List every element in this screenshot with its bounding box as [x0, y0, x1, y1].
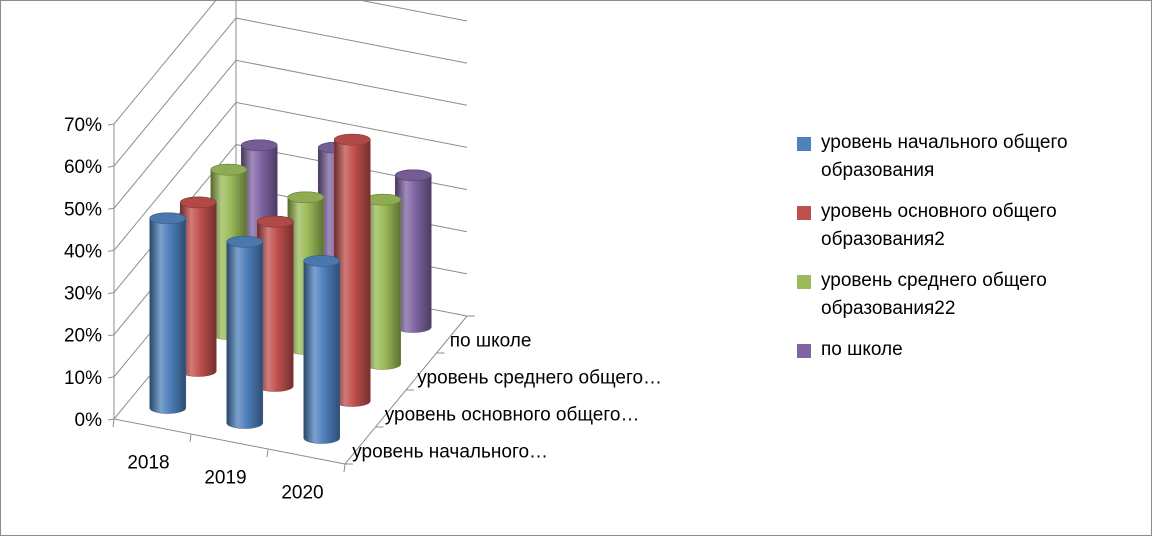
bar-уровень-начального-общего-образования-2018	[149, 212, 187, 414]
legend-item-1: уровень начального общего образования	[797, 129, 1147, 185]
x-axis-line	[113, 418, 346, 465]
bar-уровень-основного-общего-образования2-2019	[256, 215, 294, 392]
legend-label-1: уровень начального общего образования	[821, 132, 1068, 181]
y-tick-6	[107, 165, 115, 168]
bar-уровень-среднего-общего-образования22-2020	[364, 193, 402, 370]
depth-tick-label-3: уровень начального…	[352, 442, 548, 463]
legend: уровень начального общего образования ур…	[797, 129, 1147, 377]
legend-swatch-3	[797, 275, 811, 289]
y-tick-label-2: 20%	[64, 326, 102, 347]
y-tick-2	[107, 334, 115, 337]
x-tick-label-1: 2019	[204, 468, 246, 489]
y-tick-label-4: 40%	[64, 241, 102, 262]
y-tick-0	[107, 418, 115, 421]
legend-item-3: уровень среднего общего образования22	[797, 267, 1147, 323]
x-tick-3	[343, 463, 346, 473]
x-tick-2	[266, 448, 269, 458]
bar-по-школе-2020	[394, 169, 432, 333]
y-tick-7	[107, 123, 115, 126]
bar-уровень-начального-общего-образования-2020	[303, 255, 341, 444]
depth-tick-label-2: уровень основного общего…	[385, 405, 640, 426]
y-tick-5	[107, 207, 115, 210]
legend-label-3: уровень среднего общего образования22	[821, 270, 1047, 319]
y-tick-label-7: 70%	[64, 115, 102, 136]
y-tick-label-0: 0%	[75, 410, 103, 431]
y-tick-1	[107, 376, 115, 379]
gridline-7	[113, 1, 468, 125]
bar-уровень-основного-общего-образования2-2018	[179, 196, 217, 377]
bar-уровень-основного-общего-образования2-2020	[333, 133, 371, 407]
legend-item-2: уровень основного общего образования2	[797, 198, 1147, 254]
legend-label-2: уровень основного общего образования2	[821, 201, 1057, 250]
chart-bars	[149, 133, 432, 444]
legend-item-4: по школе	[797, 336, 1147, 364]
x-tick-label-0: 2018	[127, 453, 169, 474]
y-tick-3	[107, 292, 115, 295]
legend-swatch-4	[797, 344, 811, 358]
y-tick-label-1: 10%	[64, 368, 102, 389]
depth-tick-label-1: уровень среднего общего…	[417, 368, 662, 389]
x-tick-0	[112, 418, 115, 428]
legend-swatch-1	[797, 137, 811, 151]
bar-уровень-начального-общего-образования-2019	[226, 235, 264, 429]
x-tick-label-2: 2020	[281, 483, 323, 504]
y-tick-label-3: 30%	[64, 284, 102, 305]
legend-label-4: по школе	[821, 339, 903, 360]
depth-tick-label-0: по школе	[450, 331, 532, 352]
legend-swatch-2	[797, 206, 811, 220]
x-tick-1	[189, 433, 192, 443]
chart-labels: 0% 10% 20% 30% 40% 50% 60% 70% 2018 2019 2020 по шк…	[64, 115, 662, 504]
y-tick-label-5: 50%	[64, 199, 102, 220]
y-tick-4	[107, 249, 115, 252]
y-tick-label-6: 60%	[64, 157, 102, 178]
